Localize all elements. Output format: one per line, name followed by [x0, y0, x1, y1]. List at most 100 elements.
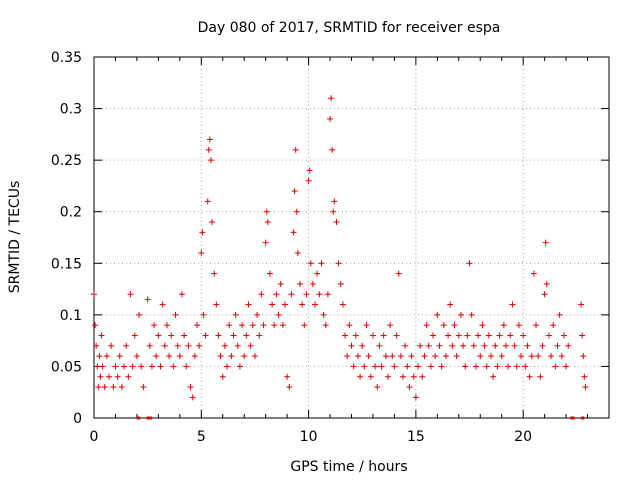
- data-point: [199, 229, 206, 236]
- data-point: [509, 301, 516, 308]
- data-point: [382, 353, 389, 360]
- data-point: [522, 363, 529, 370]
- data-point: [378, 363, 385, 370]
- data-point: [112, 363, 119, 370]
- data-point: [314, 270, 321, 277]
- data-point: [505, 363, 512, 370]
- data-point: [284, 373, 291, 380]
- data-point: [163, 322, 170, 329]
- data-point: [395, 270, 402, 277]
- data-point: [329, 146, 336, 153]
- data-point: [254, 311, 261, 318]
- data-point: [339, 301, 346, 308]
- data-point: [412, 394, 419, 401]
- data-point: [290, 229, 297, 236]
- data-point: [118, 384, 125, 391]
- data-point: [116, 353, 123, 360]
- data-point: [264, 219, 271, 226]
- data-point: [133, 353, 140, 360]
- data-point: [453, 353, 460, 360]
- data-point: [232, 311, 239, 318]
- data-point: [542, 239, 549, 246]
- data-point: [256, 332, 263, 339]
- data-point: [146, 342, 153, 349]
- data-point: [445, 332, 452, 339]
- data-point: [581, 373, 588, 380]
- data-point: [191, 353, 198, 360]
- data-point: [293, 208, 300, 215]
- data-point: [485, 332, 492, 339]
- y-tick-label: 0.25: [51, 153, 82, 169]
- data-point: [406, 384, 413, 391]
- data-point: [258, 291, 265, 298]
- data-point: [230, 332, 237, 339]
- data-point: [374, 384, 381, 391]
- data-point: [301, 322, 308, 329]
- data-point: [211, 270, 218, 277]
- data-point: [367, 373, 374, 380]
- data-point: [136, 311, 143, 318]
- data-point: [397, 353, 404, 360]
- data-point: [363, 322, 370, 329]
- data-point: [127, 291, 134, 298]
- data-point: [487, 353, 494, 360]
- data-point: [543, 280, 550, 287]
- data-point: [213, 301, 220, 308]
- data-point: [215, 332, 222, 339]
- data-point: [260, 322, 267, 329]
- data-point: [243, 332, 250, 339]
- data-point: [185, 342, 192, 349]
- data-point: [170, 363, 177, 370]
- data-point: [275, 311, 282, 318]
- data-point: [408, 353, 415, 360]
- data-point: [294, 249, 301, 256]
- y-tick-label: 0.1: [60, 308, 82, 324]
- data-point: [316, 291, 323, 298]
- data-point: [174, 342, 181, 349]
- data-point: [183, 363, 190, 370]
- data-point: [402, 342, 409, 349]
- data-point: [535, 353, 542, 360]
- data-point: [560, 332, 567, 339]
- data-point: [286, 384, 293, 391]
- data-point: [271, 322, 278, 329]
- data-point: [419, 373, 426, 380]
- data-point: [228, 353, 235, 360]
- y-tick-label: 0.15: [51, 256, 82, 272]
- data-point: [457, 311, 464, 318]
- data-point: [151, 322, 158, 329]
- data-point: [320, 311, 327, 318]
- data-point: [387, 322, 394, 329]
- data-point: [410, 373, 417, 380]
- data-point: [352, 332, 359, 339]
- data-point: [181, 332, 188, 339]
- data-point: [279, 322, 286, 329]
- data-point: [166, 353, 173, 360]
- data-point: [423, 322, 430, 329]
- data-point: [328, 95, 335, 102]
- x-tick-label: 5: [197, 429, 206, 445]
- data-point: [369, 332, 376, 339]
- data-point: [148, 363, 155, 370]
- data-point: [342, 332, 349, 339]
- data-point: [530, 270, 537, 277]
- data-point: [335, 260, 342, 267]
- data-point: [94, 363, 101, 370]
- data-point: [425, 342, 432, 349]
- data-point: [526, 373, 533, 380]
- y-tick-label: 0.2: [60, 205, 82, 221]
- data-point: [472, 363, 479, 370]
- data-point: [391, 363, 398, 370]
- data-point: [262, 239, 269, 246]
- data-point: [306, 167, 313, 174]
- data-point: [245, 301, 252, 308]
- data-point: [393, 332, 400, 339]
- x-tick-label: 0: [90, 429, 99, 445]
- data-point: [189, 394, 196, 401]
- x-tick-label: 20: [514, 429, 532, 445]
- y-tick-label: 0.05: [51, 359, 82, 375]
- data-point: [131, 332, 138, 339]
- data-point: [168, 332, 175, 339]
- data-point: [552, 363, 559, 370]
- data-point: [266, 270, 273, 277]
